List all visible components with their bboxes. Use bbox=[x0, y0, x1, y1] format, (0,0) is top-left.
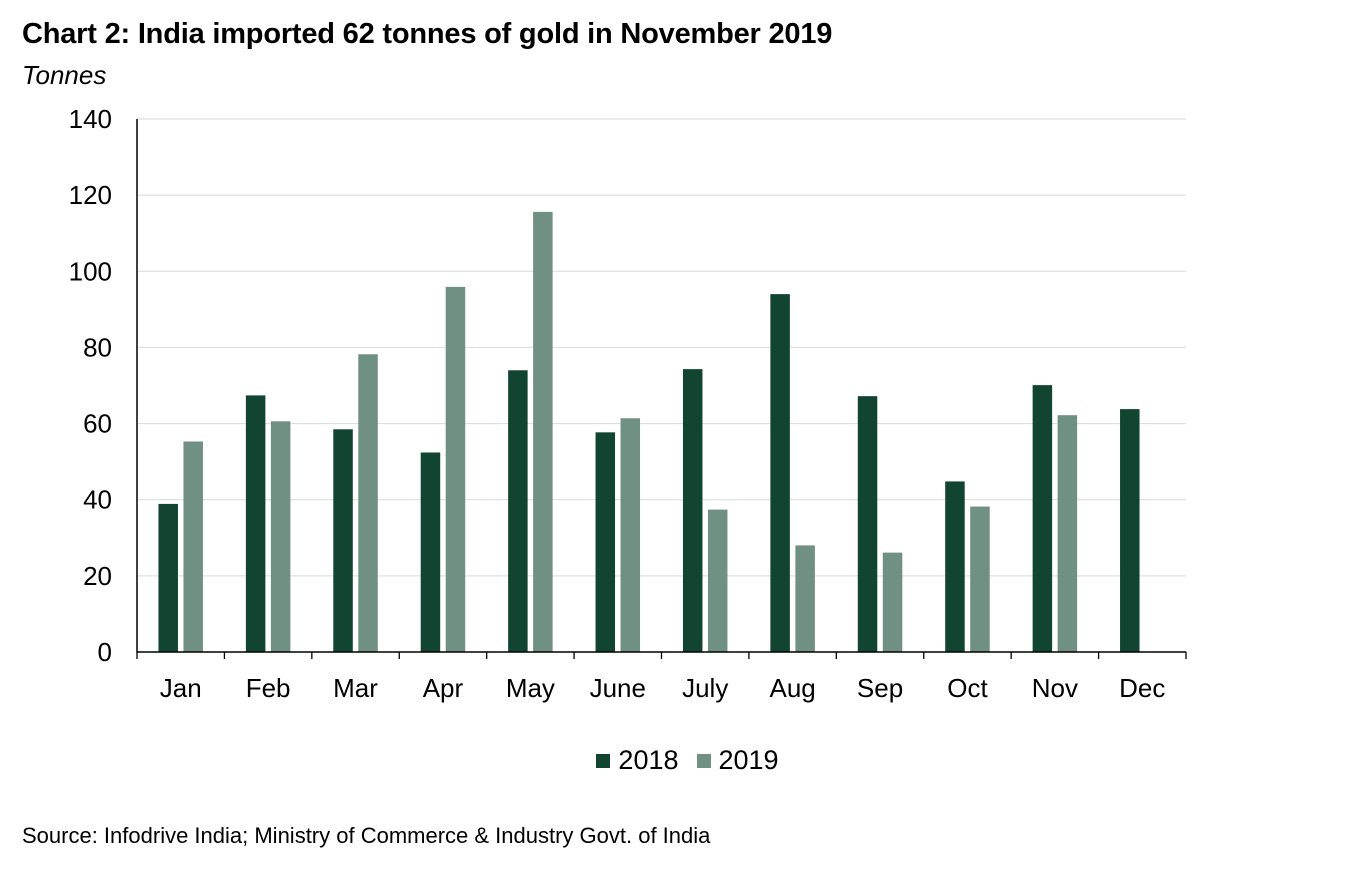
bar-2019-may bbox=[533, 211, 553, 652]
legend-item-2018: 2018 bbox=[596, 745, 679, 776]
bar-2019-mar bbox=[358, 354, 378, 652]
y-tick-label-140: 140 bbox=[69, 104, 112, 134]
x-tick-label-dec: Dec bbox=[1119, 673, 1165, 703]
source-note: Source: Infodrive India; Ministry of Com… bbox=[22, 823, 711, 848]
x-tick-label-feb: Feb bbox=[246, 673, 291, 703]
x-tick-label-jan: Jan bbox=[160, 673, 202, 703]
bar-2019-apr bbox=[445, 286, 466, 652]
bar-2018-oct bbox=[945, 481, 965, 652]
x-tick-label-may: May bbox=[506, 673, 555, 703]
y-tick-label-0: 0 bbox=[98, 637, 112, 667]
x-tick-label-july: July bbox=[682, 673, 728, 703]
legend-label-2018: 2018 bbox=[618, 745, 679, 775]
y-tick-label-20: 20 bbox=[83, 561, 112, 591]
bar-2019-feb bbox=[270, 421, 291, 652]
x-tick-label-mar: Mar bbox=[333, 673, 378, 703]
y-tick-label-80: 80 bbox=[83, 332, 112, 362]
bar-2018-feb bbox=[245, 395, 266, 652]
bar-2019-nov bbox=[1057, 415, 1078, 652]
bar-2018-aug bbox=[770, 294, 790, 652]
legend-swatch-2019 bbox=[696, 753, 711, 768]
bar-2018-mar bbox=[333, 429, 353, 652]
bar-2019-june bbox=[620, 418, 641, 652]
x-tick-label-nov: Nov bbox=[1032, 673, 1078, 703]
axes bbox=[136, 119, 1187, 659]
bar-2019-july bbox=[707, 509, 728, 652]
y-tick-label-100: 100 bbox=[69, 256, 112, 286]
bar-2019-sep bbox=[882, 552, 903, 652]
bar-2018-may bbox=[508, 370, 528, 652]
x-tick-label-aug: Aug bbox=[769, 673, 815, 703]
bar-2019-jan bbox=[183, 441, 203, 652]
legend-item-2019: 2019 bbox=[696, 745, 779, 776]
bar-2018-june bbox=[595, 432, 616, 652]
y-tick-labels: 0 20 40 60 80 100 120 140 bbox=[69, 104, 112, 667]
bar-2018-apr bbox=[420, 452, 441, 652]
bar-2018-dec bbox=[1120, 409, 1140, 652]
gridlines bbox=[137, 118, 1186, 577]
bars bbox=[158, 211, 1140, 652]
y-tick-label-120: 120 bbox=[69, 180, 112, 210]
bar-2018-nov bbox=[1032, 385, 1053, 652]
bar-2019-aug bbox=[795, 545, 815, 652]
bar-2018-july bbox=[682, 369, 703, 652]
bar-2019-oct bbox=[970, 506, 990, 652]
legend-swatch-2018 bbox=[596, 753, 611, 768]
y-tick-label-40: 40 bbox=[83, 485, 112, 515]
y-unit-label: Tonnes bbox=[22, 60, 107, 90]
x-tick-label-june: June bbox=[590, 673, 646, 703]
x-tick-label-sep: Sep bbox=[857, 673, 903, 703]
x-tick-label-oct: Oct bbox=[947, 673, 988, 703]
legend: 2018 2019 bbox=[0, 745, 1355, 776]
x-tick-labels: Jan Feb Mar Apr May June July Aug Sep Oct Nov Dec bbox=[160, 673, 1166, 703]
x-tick-label-apr: Apr bbox=[423, 673, 464, 703]
legend-label-2019: 2019 bbox=[718, 745, 779, 775]
bar-2018-sep bbox=[857, 396, 878, 652]
chart-title: Chart 2: India imported 62 tonnes of gol… bbox=[22, 18, 833, 50]
bar-2018-jan bbox=[158, 503, 178, 652]
y-tick-label-60: 60 bbox=[83, 409, 112, 439]
